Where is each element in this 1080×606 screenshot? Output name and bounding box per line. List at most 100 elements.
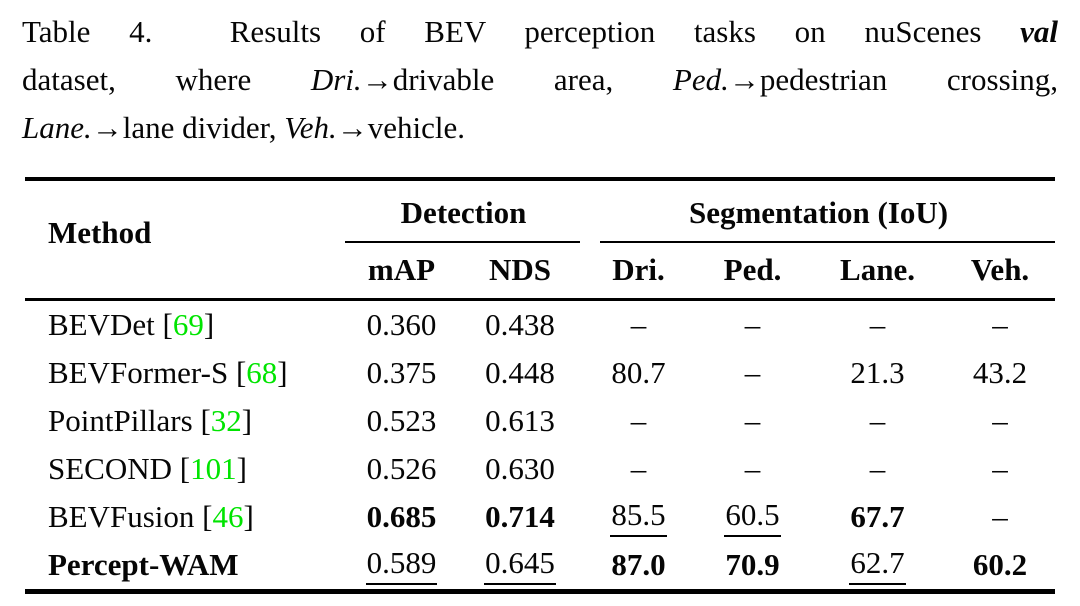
value-cell: –: [810, 397, 945, 445]
value-text: 60.2: [972, 547, 1028, 582]
value-cell: 0.448: [458, 349, 582, 397]
method-cell: PointPillars [32]: [25, 397, 345, 445]
method-name: PointPillars: [48, 403, 193, 438]
citation-link[interactable]: 69: [172, 307, 204, 342]
value-cell: 0.685: [345, 493, 458, 541]
method-cell: SECOND [101]: [25, 445, 345, 493]
column-header-lane: Lane.: [810, 243, 946, 301]
method-cell: BEVFormer-S [68]: [25, 349, 345, 397]
method-column-header: Method: [25, 179, 345, 301]
value-cell: 62.7: [810, 541, 945, 592]
value-cell: 0.613: [458, 397, 582, 445]
value-cell: –: [582, 445, 695, 493]
column-header-veh: Veh.: [945, 243, 1056, 301]
value-cell: 80.7: [582, 349, 695, 397]
value-cell: 0.526: [345, 445, 458, 493]
value-cell: 0.523: [345, 397, 458, 445]
caption-segment: dataset, where: [22, 62, 311, 97]
value-text: –: [869, 451, 886, 486]
value-cell: –: [695, 349, 810, 397]
value-text: –: [992, 499, 1008, 534]
value-text: 67.7: [850, 499, 905, 534]
citation: [32]: [192, 403, 253, 438]
method-cell: BEVFusion [46]: [25, 493, 345, 541]
value-text: 85.5: [610, 499, 667, 537]
value-text: –: [744, 451, 761, 486]
citation: [101]: [172, 451, 247, 486]
value-text: 70.9: [725, 547, 780, 582]
method-cell: BEVDet [69]: [25, 300, 345, 350]
table-row: PointPillars [32] 0.523 0.613 – – – –: [25, 397, 1055, 445]
citation-link[interactable]: 101: [190, 451, 237, 486]
table-row: Percept-WAM 0.589 0.645 87.0 70.9 62.7 60.2: [25, 541, 1055, 592]
caption-line-2: dataset, where Dri.→drivable area, Ped.→…: [22, 56, 1058, 104]
value-text: 0.375: [366, 355, 437, 390]
citation-link[interactable]: 46: [212, 499, 244, 534]
detection-group-rule: [345, 241, 581, 243]
value-text: 0.613: [485, 403, 555, 438]
table-row: BEVDet [69] 0.360 0.438 – – – –: [25, 300, 1055, 350]
citation-link[interactable]: 68: [246, 355, 278, 390]
value-cell: –: [945, 397, 1055, 445]
value-cell: 85.5: [582, 493, 695, 541]
value-cell: 60.2: [945, 541, 1055, 592]
value-cell: –: [945, 445, 1055, 493]
column-header-nds: NDS: [458, 243, 583, 301]
value-text: 43.2: [972, 355, 1028, 390]
results-table: Method Detection Segmentation (IoU) mAP N…: [25, 177, 1056, 594]
results-table-body: BEVDet [69] 0.360 0.438– – – – BEVFormer-S [68…: [25, 300, 1055, 592]
value-cell: 21.3: [810, 349, 945, 397]
method-name: SECOND: [48, 451, 173, 486]
caption-line-3: Lane.→lane divider, Veh.→vehicle.: [22, 104, 1058, 152]
value-cell: 87.0: [582, 541, 695, 592]
value-text: –: [992, 403, 1008, 438]
caption-segment: Lane.: [22, 110, 92, 145]
caption-segment: val: [1020, 14, 1058, 49]
caption-segment: Table 4. Results of BEV perception tasks…: [22, 14, 1021, 49]
value-cell: 0.630: [458, 445, 582, 493]
table-row: BEVFormer-S [68] 0.375 0.448 80.7 – 21.3 43.2: [25, 349, 1055, 397]
citation: [68]: [228, 355, 288, 390]
value-text: –: [630, 307, 647, 342]
value-cell: –: [695, 300, 810, 350]
value-cell: –: [810, 445, 945, 493]
value-cell: 43.2: [945, 349, 1055, 397]
caption-segment: →drivable area,: [361, 62, 673, 97]
value-text: 0.630: [485, 451, 555, 486]
segmentation-group-rule: [600, 241, 1056, 243]
citation-link[interactable]: 32: [210, 403, 242, 438]
value-text: –: [744, 355, 761, 390]
value-text: –: [869, 403, 886, 438]
value-cell: 0.645: [458, 541, 582, 592]
caption-segment: Dri.: [310, 62, 362, 97]
value-cell: –: [945, 300, 1055, 350]
value-text: 0.685: [366, 499, 437, 534]
value-cell: 67.7: [810, 493, 945, 541]
value-text: –: [630, 403, 647, 438]
caption-segment: →lane divider,: [91, 110, 285, 145]
column-header-map: mAP: [345, 243, 458, 301]
value-text: 87.0: [611, 547, 666, 582]
method-name: BEVFormer-S: [48, 355, 229, 390]
value-cell: –: [582, 300, 695, 350]
value-cell: –: [945, 493, 1055, 541]
segmentation-group-label: Segmentation (IoU): [688, 195, 949, 230]
method-name: Percept-WAM: [48, 547, 239, 582]
value-cell: 0.714: [458, 493, 582, 541]
citation: [69]: [154, 307, 215, 342]
value-cell: 70.9: [695, 541, 810, 592]
value-cell: 0.438: [458, 300, 582, 350]
value-text: 21.3: [850, 355, 905, 390]
value-text: 0.714: [485, 499, 555, 534]
value-cell: –: [695, 397, 810, 445]
column-header-ped: Ped.: [695, 243, 811, 301]
value-text: –: [744, 307, 761, 342]
value-cell: –: [582, 397, 695, 445]
value-cell: 0.375: [345, 349, 458, 397]
value-text: –: [744, 403, 761, 438]
table-row: BEVFusion [46] 0.685 0.714 85.5 60.5 67.7 –: [25, 493, 1055, 541]
detection-group-header: Detection: [345, 179, 582, 243]
column-header-dri: Dri.: [582, 243, 696, 301]
value-cell: –: [810, 300, 945, 350]
